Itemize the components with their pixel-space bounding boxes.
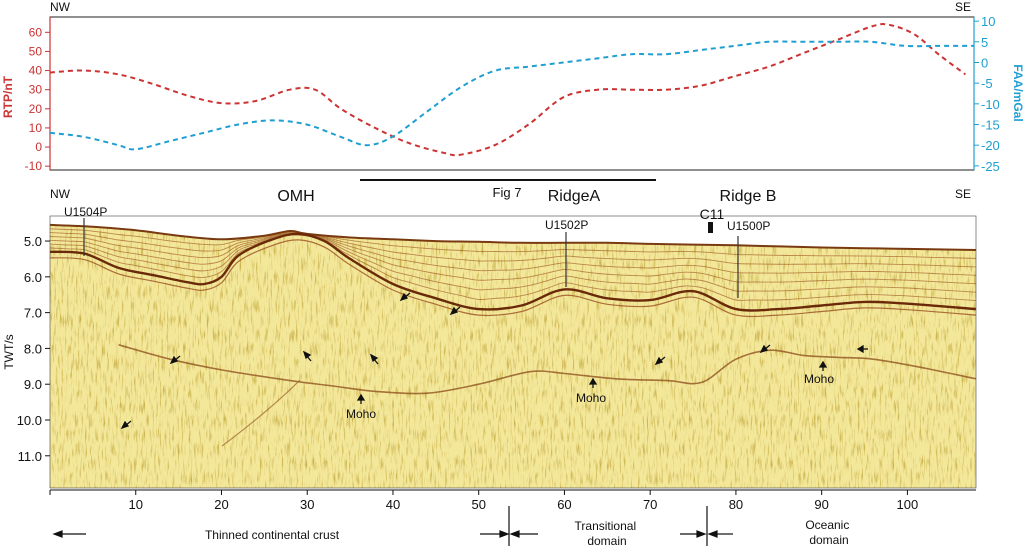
chart-nw-label: NW — [50, 0, 71, 14]
seismic-frame — [49, 215, 977, 489]
left-y-tick-label: 20 — [29, 102, 43, 116]
chart-frame — [49, 16, 975, 171]
oceanic-domain-line-2: domain — [809, 533, 848, 547]
transitional-domain-line-1: Transitional — [575, 519, 637, 533]
arrow-marker — [759, 344, 771, 354]
sediment-reflector — [50, 233, 976, 293]
site-u1500p-label: U1500P — [727, 219, 770, 233]
distance-tick-label: 60 — [557, 497, 571, 512]
right-y-ticks: 10 5 0 -5 -10 -15 -20 -25 — [974, 14, 1000, 174]
left-y-ticks: 60 50 40 30 20 10 0 -10 — [25, 25, 50, 173]
right-y-tick-label: -20 — [981, 138, 1000, 153]
twt-ticks: 5.0 6.0 7.0 8.0 9.0 10.0 11.0 — [17, 234, 50, 464]
right-y-tick-label: -5 — [981, 76, 993, 91]
arrow-marker — [654, 356, 666, 366]
sediment-reflector — [50, 228, 976, 259]
faa-series-line — [49, 40, 974, 151]
arrow-marker — [449, 306, 461, 316]
left-y-tick-label: 30 — [29, 83, 43, 97]
chart-se-label: SE — [955, 0, 971, 14]
omh-label: OMH — [277, 188, 314, 205]
right-y-tick-label: -15 — [981, 118, 1000, 133]
right-y-axis-label: FAA/mGal — [1011, 64, 1024, 121]
site-c11-label: C11 — [700, 206, 725, 222]
arrow-marker — [302, 350, 312, 362]
seafloor-reflector — [50, 223, 976, 251]
left-y-tick-label: 60 — [29, 25, 43, 39]
left-y-tick-label: 10 — [29, 121, 43, 135]
transitional-domain-label: Transitional domain — [575, 519, 640, 548]
distance-tick-label: 100 — [897, 497, 919, 512]
sediment-reflector — [50, 234, 976, 302]
arrow-marker — [169, 355, 181, 365]
left-y-tick-label: 50 — [29, 44, 43, 58]
site-u1504p-label: U1504P — [64, 205, 107, 219]
ridge-a-label: RidgeA — [548, 188, 601, 205]
right-y-tick-label: 0 — [981, 55, 988, 70]
distance-tick-label: 10 — [129, 497, 143, 512]
right-y-tick-label: 5 — [981, 35, 988, 50]
basement-reflector — [50, 232, 976, 312]
sediment-reflector — [50, 231, 976, 268]
arrow-marker — [588, 377, 598, 388]
fig7-label: Fig 7 — [493, 185, 522, 200]
distance-tick-label: 80 — [729, 497, 743, 512]
section-nw-label: NW — [50, 187, 71, 201]
moho-label-1: Moho — [346, 407, 376, 421]
right-y-tick-label: 10 — [981, 14, 995, 29]
distance-tick-label: 50 — [471, 497, 485, 512]
water-column — [50, 216, 976, 250]
twt-tick-label: 5.0 — [24, 234, 42, 249]
rtp-series-line — [49, 23, 967, 157]
ridge-b-label: Ridge B — [720, 188, 777, 205]
sediment-reflector — [50, 233, 976, 285]
site-c11-marker — [708, 222, 713, 233]
twt-tick-label: 9.0 — [24, 377, 42, 392]
moho-label-2: Moho — [576, 391, 606, 405]
domain-annotations — [52, 506, 733, 546]
twt-tick-label: 6.0 — [24, 270, 42, 285]
left-y-tick-label: 40 — [29, 64, 43, 78]
site-u1502p-label: U1502P — [545, 218, 588, 232]
arrow-marker — [399, 292, 411, 302]
moho-label-3: Moho — [804, 372, 834, 386]
left-y-tick-label: -10 — [25, 159, 43, 173]
left-y-axis-label: RTP/nT — [1, 75, 15, 118]
oceanic-domain-label: Oceanic domain — [805, 518, 852, 547]
sediment-reflectors — [50, 228, 976, 302]
oceanic-domain-line-1: Oceanic — [805, 518, 849, 532]
twt-axis-label: TWT/s — [2, 334, 16, 369]
distance-tick-label: 30 — [300, 497, 314, 512]
twt-tick-label: 11.0 — [18, 449, 42, 464]
distance-tick-label: 40 — [386, 497, 400, 512]
transitional-domain-line-2: domain — [587, 534, 626, 548]
twt-tick-label: 8.0 — [24, 341, 42, 356]
distance-tick-label: 20 — [214, 497, 228, 512]
distance-tick-label: 70 — [643, 497, 657, 512]
distance-ticks: 10 20 30 40 50 60 70 80 90 100 — [49, 490, 919, 512]
continental-domain-label: Thinned continental crust — [205, 528, 340, 542]
right-y-tick-label: -25 — [981, 159, 1000, 174]
basement-reflector-echo — [50, 239, 976, 318]
arrow-marker — [369, 353, 379, 365]
seismic-noise — [50, 216, 976, 488]
arrow-marker — [120, 420, 132, 430]
moho-reflector — [118, 344, 976, 395]
reflector-arrows — [120, 292, 868, 430]
dipping-reflector — [221, 379, 301, 447]
section-se-label: SE — [955, 187, 971, 201]
left-y-tick-label: 0 — [35, 140, 42, 154]
distance-tick-label: 90 — [814, 497, 828, 512]
arrow-marker — [818, 360, 828, 371]
sediment-reflector — [50, 232, 976, 276]
right-y-tick-label: -10 — [981, 97, 1000, 112]
twt-tick-label: 10.0 — [17, 413, 42, 428]
arrow-marker — [856, 344, 868, 354]
arrow-marker — [356, 393, 366, 404]
twt-tick-label: 7.0 — [24, 306, 42, 321]
seismic-section: NW SE TWT/s 5.0 6.0 7.0 8.0 9.0 10.0 11.0 10 20… — [2, 187, 977, 512]
